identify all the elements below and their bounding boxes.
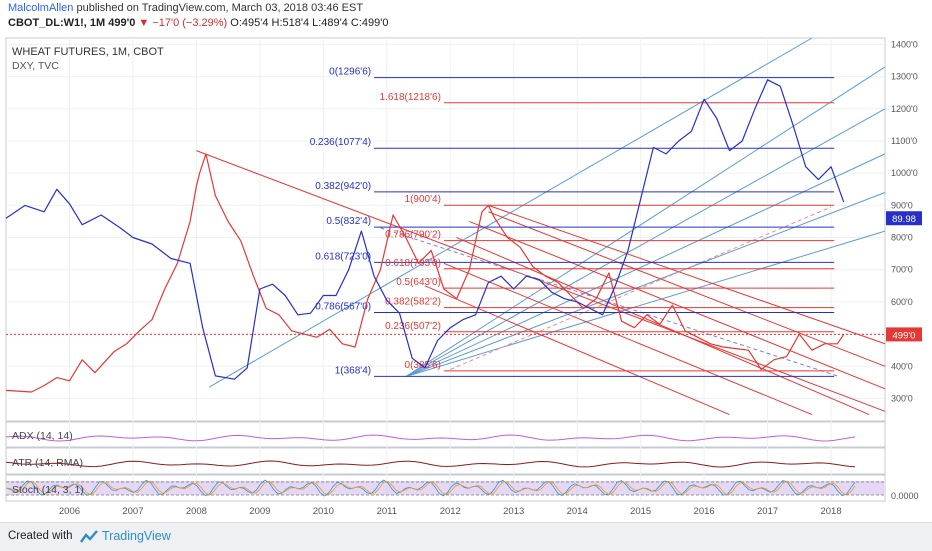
y-tick-label: 300'0 [891,393,913,403]
dashed-median-line [380,227,838,377]
channel-line [469,220,886,390]
channel-line [405,153,886,378]
y-tick-label: 1100'0 [891,136,917,146]
fib-level-label: 0.618(723'0) [315,251,371,262]
y-tick-label: 900'0 [891,200,913,210]
y-tick-label: 800'0 [891,233,913,243]
pane-frame-2 [5,447,886,475]
channel-line [488,211,886,367]
change-value: ▼ −17'0 (−3.29%) [138,17,228,29]
publish-info: published on TradingView.com, March 03, … [76,2,364,14]
fib-level-label: 0(1296'6) [329,67,371,78]
price-series [5,79,885,393]
fib-level-label: 0.786(790'2) [385,230,441,241]
tradingview-logo-icon[interactable] [80,529,98,545]
stoch-y-tick-label: 0.0000 [891,491,919,501]
y-tick-label: 700'0 [891,265,913,275]
pane-frame-1 [5,421,886,448]
x-tick-label: 2012 [440,506,461,517]
channel-line [456,237,870,416]
x-tick-label: 2018 [820,506,841,517]
created-with-text: Created with [8,530,73,542]
fib-level-label: 0.382(942'0) [315,181,371,192]
atr-line [5,460,856,468]
symbol-line: CBOT_DL:W1!, 1M 499'0 [8,17,136,29]
stoch-title: Stoch (14, 3, 1) [12,484,84,496]
dxy-price-badge [886,211,922,226]
dashed-median-line [450,206,832,370]
x-tick-label: 2016 [694,506,715,517]
fib-level-label: 1.618(1218'6) [380,92,441,103]
fib-level-label: 0.618(703'0) [385,258,441,269]
y-tick-label: 1400'0 [891,39,918,49]
channel-line [443,262,813,416]
x-tick-label: 2011 [377,506,397,517]
fib-level-label: 0.382(582'2) [385,297,441,308]
adx-title: ADX (14, 14) [12,430,73,442]
author-link[interactable]: MalcolmAllen [8,2,74,14]
price-chart[interactable]: 0(1296'6) 1.618(1218'6) 0.236(1077'4) 0.382… [0,34,932,520]
pane-frame-0 [5,37,886,422]
fib-level-label: 0.5(832'4) [326,216,371,227]
publish-header: MalcolmAllen published on TradingView.co… [8,2,363,14]
chart-labels: WHEAT FUTURES, 1M, CBOT DXY, TVC ADX (14, … [12,46,164,496]
stoch-d-line [5,480,856,496]
chart-title: WHEAT FUTURES, 1M, CBOT [12,46,164,58]
y-tick-label: 400'0 [891,361,913,371]
fib-level-label: 0(385'6) [405,360,441,371]
channel-line [405,230,886,378]
axes: 1400'0 1300'0 1200'0 1100'0 1000'0 900'0 800'0… [59,39,922,517]
x-tick-label: 2007 [122,506,143,517]
indicator-panes [5,434,885,497]
grid-lines [6,38,885,501]
wheat-series-line [5,153,845,393]
x-tick-label: 2006 [59,506,80,517]
x-tick-label: 2017 [757,506,778,517]
y-tick-label: 1300'0 [891,72,918,82]
channel-line [405,192,886,378]
atr-title: ATR (14, RMA) [12,457,83,469]
tradingview-brand-link[interactable]: TradingView [102,529,171,543]
fib-level-label: 0.5(643'0) [396,277,441,288]
footer-bar: Created with TradingView [0,522,932,551]
x-tick-label: 2013 [503,506,524,517]
channel-line [405,66,886,378]
adx-line [5,434,856,442]
y-tick-label: 1000'0 [891,168,918,178]
dxy-price-badge-label: 89.98 [892,214,916,225]
channel-line [488,204,886,345]
fib-level-label: 0.236(1077'4) [310,137,371,148]
channel-line [405,108,886,378]
wheat-price-badge [886,327,922,342]
x-tick-label: 2014 [567,506,588,517]
fib-level-label: 0.236(507'2) [385,321,441,332]
x-tick-label: 2009 [249,506,270,517]
dxy-series-line [5,79,845,380]
stoch-band [7,481,884,495]
ohlc-values: O:495'4 H:518'4 L:489'4 C:499'0 [230,17,389,29]
fibonacci-levels: 0(1296'6) 1.618(1218'6) 0.236(1077'4) 0.382… [310,67,835,377]
x-tick-label: 2008 [186,506,207,517]
chart-subtitle: DXY, TVC [12,60,59,72]
fib-level-label: 0.786(567'0) [315,302,371,313]
y-tick-label: 600'0 [891,297,913,307]
fib-level-label: 1(900'4) [405,194,441,205]
wheat-price-badge-label: 499'0 [893,330,916,341]
x-tick-label: 2015 [630,506,651,517]
x-tick-label: 2010 [313,506,334,517]
symbol-header: CBOT_DL:W1!, 1M 499'0 ▼ −17'0 (−3.29%) O… [8,17,389,29]
fib-level-label: 1(368'4) [335,365,371,376]
y-tick-label: 1200'0 [891,104,918,114]
